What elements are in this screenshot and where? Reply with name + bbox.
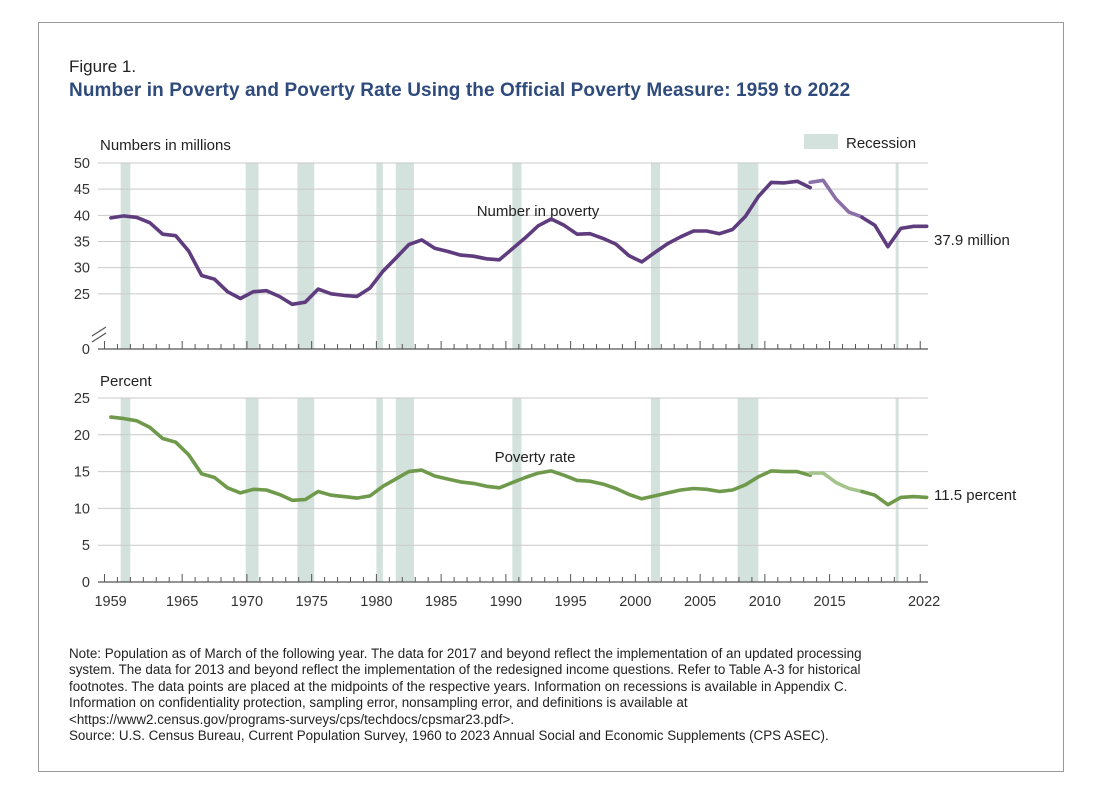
axis-break-mark	[91, 326, 107, 337]
series-line-segment	[808, 178, 864, 219]
x-tick-label: 2010	[749, 594, 781, 610]
y-tick-label: 10	[74, 501, 90, 517]
note-line: Note: Population as of March of the foll…	[69, 646, 862, 661]
x-tick-label: 2015	[813, 594, 845, 610]
recession-band	[245, 163, 259, 349]
recession-band	[512, 398, 522, 582]
note-line: system. The data for 2013 and beyond ref…	[69, 662, 861, 678]
y-tick-label: 40	[74, 208, 90, 224]
recession-band	[895, 163, 899, 349]
x-tick-label: 1965	[166, 594, 198, 610]
x-tick-label: 2005	[684, 594, 716, 610]
recession-band	[650, 398, 660, 582]
y-tick-label: 35	[74, 235, 90, 251]
series-line-segment	[860, 489, 929, 507]
y-axis-label: Percent	[100, 373, 153, 390]
note-line: footnotes. The data points are placed at…	[69, 678, 848, 694]
note-line: <https://www2.census.gov/programs-survey…	[69, 711, 515, 727]
y-axis-label: Numbers in millions	[100, 137, 231, 154]
recession-band	[512, 163, 522, 349]
series-line-segment	[109, 415, 813, 503]
x-tick-label: 1970	[231, 594, 263, 610]
x-tick-label: 1980	[360, 594, 392, 610]
legend-recession-swatch	[804, 134, 838, 149]
x-tick-label: 2000	[619, 594, 651, 610]
end-value-label: 11.5 percent	[934, 487, 1017, 504]
y-tick-label: 20	[74, 428, 90, 444]
x-tick-label: 1959	[94, 594, 126, 610]
end-value-label: 37.9 million	[934, 232, 1010, 249]
figure-frame	[38, 22, 1064, 772]
recession-band	[895, 398, 899, 582]
y-tick-label: 45	[74, 182, 90, 198]
y-tick-label: 15	[74, 465, 90, 481]
recession-band	[395, 398, 414, 582]
note-line: Information on confidentiality protectio…	[69, 695, 688, 711]
x-tick-label: 2022	[908, 594, 940, 610]
source-line: Source: U.S. Census Bureau, Current Popu…	[69, 728, 829, 744]
x-tick-label: 1995	[554, 594, 586, 610]
recession-band	[120, 398, 131, 582]
recession-band	[650, 163, 660, 349]
recession-band	[376, 163, 383, 349]
y-tick-label: 30	[74, 261, 90, 277]
series-line-segment	[860, 215, 929, 249]
recession-band	[737, 398, 759, 582]
legend-recession-label: Recession	[846, 135, 916, 152]
x-tick-label: 1975	[296, 594, 328, 610]
y-tick-label: 0	[82, 342, 90, 358]
y-tick-label: 0	[82, 575, 90, 591]
series-annotation: Number in poverty	[477, 203, 600, 220]
recession-band	[737, 163, 759, 349]
figure-note: Note: Population as of March of the foll…	[69, 646, 1029, 744]
y-tick-label: 25	[74, 287, 90, 303]
axis-break-mark	[91, 332, 107, 343]
recession-band	[120, 163, 131, 349]
figure-title: Number in Poverty and Poverty Rate Using…	[69, 80, 851, 101]
y-tick-label: 50	[74, 156, 90, 172]
recession-band	[297, 163, 315, 349]
recession-band	[395, 163, 414, 349]
y-tick-label: 5	[82, 538, 90, 554]
series-annotation: Poverty rate	[495, 449, 576, 466]
series-line-segment	[808, 471, 864, 494]
recession-band	[297, 398, 315, 582]
x-tick-label: 1985	[425, 594, 457, 610]
x-tick-label: 1990	[490, 594, 522, 610]
series-line-segment	[109, 179, 813, 307]
y-tick-label: 25	[74, 391, 90, 407]
figure-label: Figure 1.	[69, 57, 137, 76]
